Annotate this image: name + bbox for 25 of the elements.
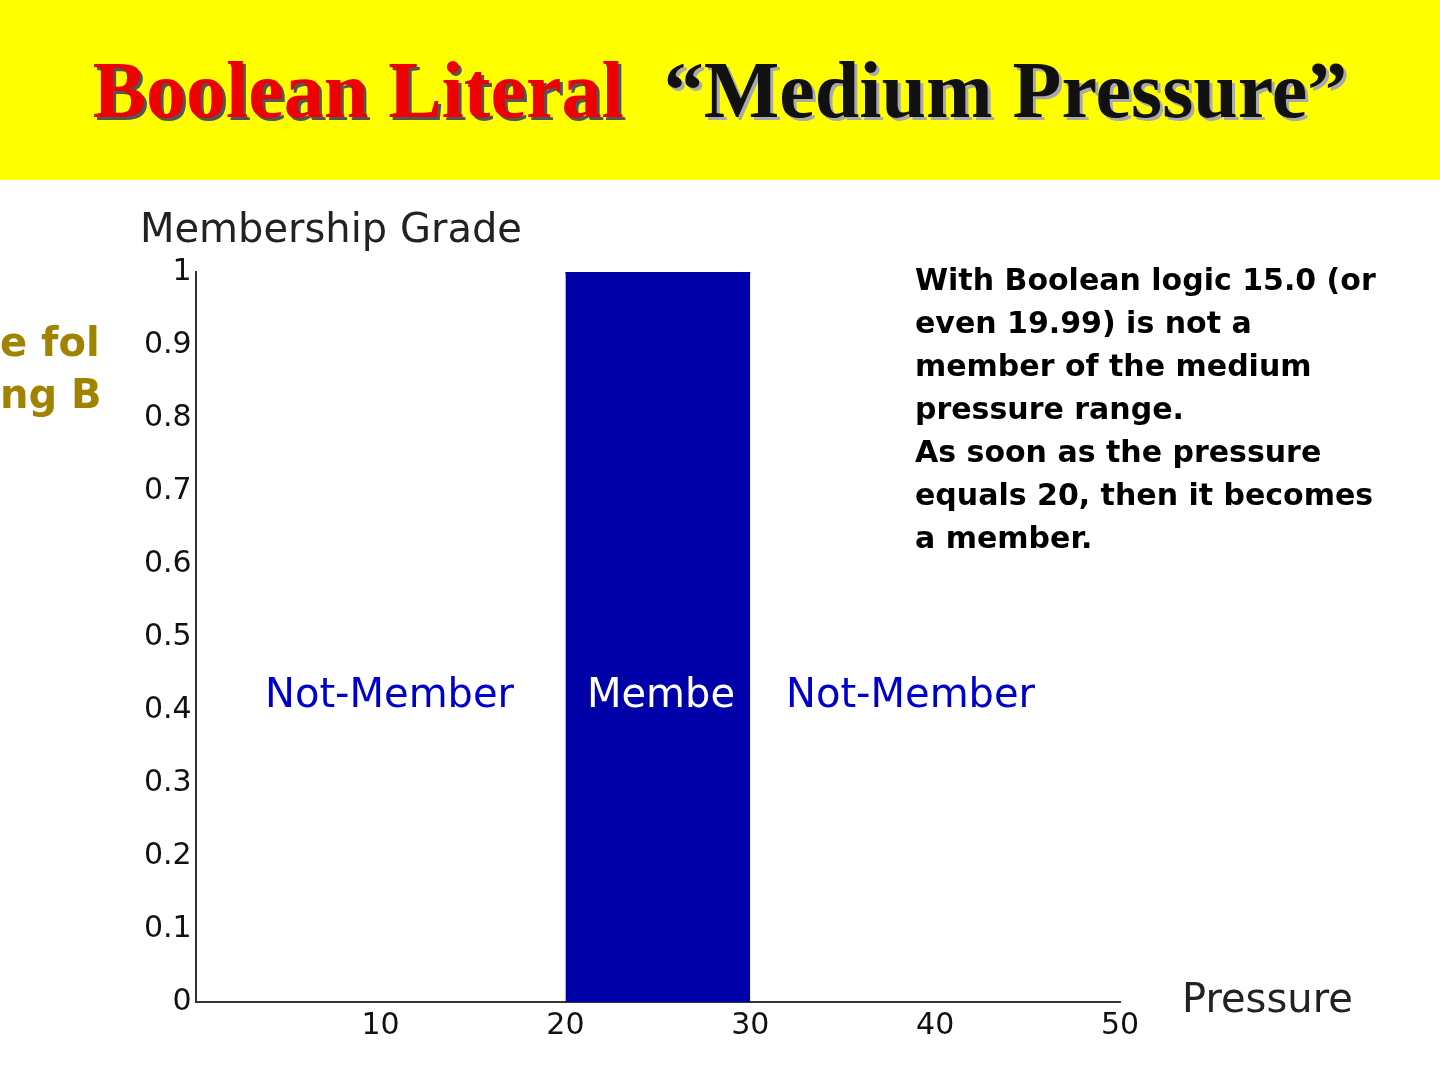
x-tick-label: 40 xyxy=(916,1005,955,1041)
x-tick-label: 10 xyxy=(361,1005,400,1041)
y-tick-label: 0.6 xyxy=(143,543,192,579)
x-tick-label: 30 xyxy=(731,1005,770,1041)
y-tick-label: 0.9 xyxy=(143,324,192,360)
y-tick-label: 1 xyxy=(172,251,192,287)
y-tick-label: 0.3 xyxy=(143,762,192,798)
chart-title: Boolean Literal xyxy=(92,44,624,136)
x-tick-label: 20 xyxy=(546,1005,585,1041)
x-axis-title: Pressure xyxy=(1182,975,1353,1022)
annotation: Not-Member xyxy=(265,669,515,718)
y-tick-label: 0.8 xyxy=(143,397,192,433)
y-axis-title: Membership Grade xyxy=(140,205,522,251)
chart-subtitle: “Medium Pressure” xyxy=(663,44,1348,136)
x-tick-label: 50 xyxy=(1100,1005,1140,1041)
annotation: Not-Member xyxy=(786,669,1036,718)
y-tick-label: 0.1 xyxy=(143,908,192,944)
text: e fol ng B xyxy=(0,318,102,419)
y-tick-label: 0.4 xyxy=(143,689,192,725)
annotation: Membe xyxy=(587,669,736,718)
annotation: With Boolean logic 15.0 (or even 19.99) is not a member of the medium pressure range. As soon as the pressure equals 20, then it becomes a member. xyxy=(915,261,1377,557)
y-tick-label: 0 xyxy=(172,981,192,1017)
y-tick-label: 0.2 xyxy=(143,835,192,871)
y-tick-label: 0.5 xyxy=(143,616,192,652)
y-tick-label: 0.7 xyxy=(143,470,192,506)
